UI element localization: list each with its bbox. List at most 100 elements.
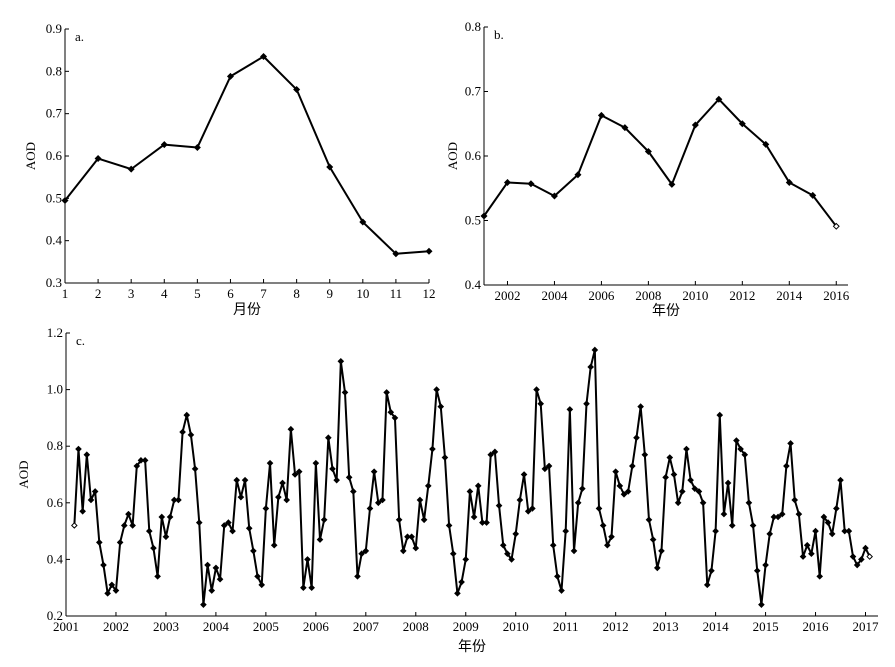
- data-point: [649, 536, 657, 543]
- data-point: [766, 530, 774, 538]
- data-point: [441, 454, 449, 461]
- y-tick-label: 0.4: [47, 551, 64, 566]
- data-point: [220, 522, 228, 529]
- y-tick-label: 0.6: [465, 148, 482, 163]
- data-point: [558, 587, 565, 594]
- data-point: [670, 471, 678, 478]
- data-point: [712, 527, 719, 535]
- data-point: [354, 573, 361, 580]
- data-point: [391, 414, 399, 422]
- x-tick-label: 11: [390, 286, 403, 301]
- data-point: [295, 468, 303, 475]
- y-axis-label: AOD: [445, 142, 460, 170]
- data-point: [420, 516, 428, 524]
- data-point: [503, 178, 511, 186]
- data-point: [703, 581, 711, 589]
- data-point: [200, 601, 207, 608]
- data-point: [583, 400, 590, 408]
- panel-label: a.: [75, 29, 84, 44]
- data-point: [150, 544, 157, 552]
- y-tick-label: 0.2: [47, 608, 63, 623]
- data-point: [832, 222, 840, 230]
- data-point: [383, 389, 390, 396]
- data-point: [162, 533, 170, 541]
- x-tick-label: 2014: [776, 288, 803, 303]
- x-tick-label: 2017: [853, 619, 880, 634]
- data-point: [644, 147, 652, 155]
- y-tick-label: 1.2: [47, 325, 63, 340]
- data-point: [816, 573, 824, 580]
- data-point: [597, 111, 605, 119]
- y-axis-label: AOD: [16, 460, 31, 488]
- data-point: [474, 482, 482, 490]
- y-tick-label: 0.3: [46, 275, 62, 290]
- data-point: [262, 505, 270, 512]
- x-tick-label: 2010: [503, 619, 529, 634]
- data-point: [799, 553, 807, 560]
- data-point: [160, 141, 168, 149]
- data-point: [737, 445, 744, 453]
- data-point: [416, 496, 424, 504]
- data-point: [549, 541, 557, 549]
- data-point: [527, 180, 535, 188]
- x-tick-label: 2004: [541, 288, 568, 303]
- data-point: [399, 547, 407, 555]
- data-point: [720, 510, 728, 518]
- data-point: [266, 459, 274, 467]
- data-point: [820, 513, 828, 521]
- data-point: [858, 556, 865, 563]
- data-point: [487, 451, 495, 458]
- data-point: [733, 437, 740, 444]
- data-point: [179, 428, 186, 436]
- data-point: [687, 476, 694, 484]
- x-tick-label: 2011: [553, 619, 579, 634]
- x-tick-label: 3: [128, 286, 135, 301]
- data-point: [629, 462, 636, 470]
- data-point: [226, 72, 234, 80]
- data-point: [545, 462, 553, 470]
- data-point: [483, 519, 490, 526]
- data-point: [370, 468, 378, 475]
- y-tick-label: 0.6: [47, 495, 64, 510]
- data-point: [470, 513, 478, 521]
- data-point: [749, 522, 757, 529]
- y-tick-label: 0.8: [465, 19, 481, 34]
- data-point: [245, 524, 253, 532]
- data-point: [828, 530, 836, 538]
- data-point: [125, 510, 132, 518]
- data-point: [728, 522, 736, 529]
- chart-panel-c: 0.2 0.4 0.6 0.8 1.0 1.2 2001 2002 2003 2004 2005 20…: [16, 325, 879, 655]
- data-point: [287, 425, 295, 433]
- data-point: [329, 465, 336, 473]
- data-point: [537, 400, 545, 408]
- data-point: [849, 553, 857, 560]
- data-point: [845, 527, 853, 535]
- data-point: [260, 53, 268, 61]
- y-tick-label: 0.4: [465, 277, 482, 292]
- x-axis-label: 月份: [233, 302, 261, 318]
- x-tick-label: 2002: [494, 288, 520, 303]
- data-point: [862, 544, 869, 552]
- y-tick-label: 0.4: [46, 233, 63, 248]
- data-point: [645, 516, 653, 524]
- data-point: [787, 440, 794, 447]
- data-point: [791, 496, 799, 504]
- data-point: [691, 121, 699, 129]
- data-point: [715, 95, 723, 103]
- data-point: [570, 547, 578, 555]
- data-point: [158, 513, 166, 521]
- data-point: [612, 468, 619, 475]
- x-tick-label: 9: [326, 286, 333, 301]
- data-point: [304, 556, 311, 563]
- data-point: [325, 434, 332, 442]
- data-point: [316, 536, 324, 543]
- data-point: [333, 476, 340, 484]
- x-tick-label: 4: [161, 286, 168, 301]
- data-point: [279, 479, 286, 487]
- data-point: [112, 587, 120, 594]
- x-tick-label: 5: [194, 286, 201, 301]
- data-point: [212, 564, 220, 572]
- data-point: [785, 178, 793, 186]
- data-point: [738, 120, 746, 128]
